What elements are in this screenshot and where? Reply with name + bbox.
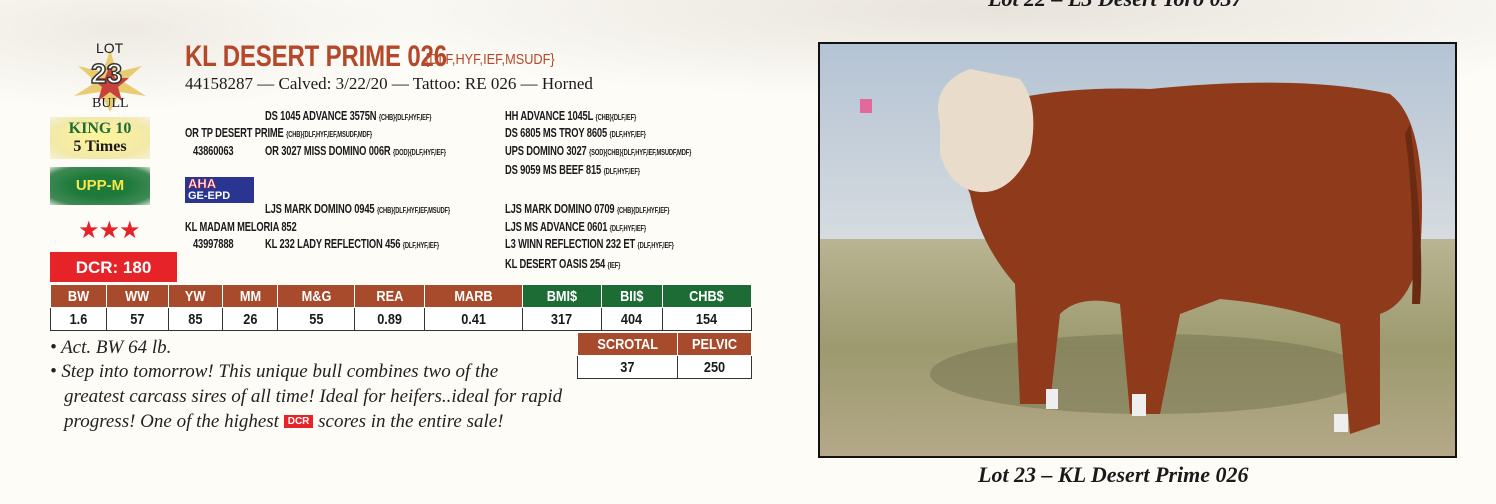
pedigree-dam-dam: KL 232 LADY REFLECTION 456 {DLF,HYF,IEF} xyxy=(265,236,439,251)
epd-header: BII$ xyxy=(600,284,663,308)
epd-value: 0.89 xyxy=(354,307,425,331)
pedigree-sire-sire: DS 1045 ADVANCE 3575N {CHB}{DLF,HYF,IEF} xyxy=(265,108,432,123)
previous-lot-caption: Lot 22 – L3 Desert Toro 037 xyxy=(988,0,1243,12)
note-line-3: progress! One of the highest DCR scores … xyxy=(64,411,504,432)
epd-table: BW WW YW MM M&G REA MARB BMI$ BII$ CHB$ … xyxy=(50,284,753,331)
animal-info: 44158287 — Calved: 3/22/20 — Tattoo: RE … xyxy=(185,74,593,93)
epd-value-row: 1.6 57 85 26 55 0.89 0.41 317 404 154 xyxy=(50,307,753,331)
epd-value: 57 xyxy=(105,307,170,331)
dcr-badge: DCR: 180 xyxy=(50,252,177,282)
epd-header: YW xyxy=(168,284,223,308)
king-badge: KING 10 5 Times xyxy=(50,117,150,159)
animal-codes: {DLF,HYF,IEF,MSUDF} xyxy=(425,51,555,68)
pedigree-ss-dam: DS 6805 MS TROY 8605 {DLF,HYF,IEF} xyxy=(505,125,646,140)
epd-header: BMI$ xyxy=(522,284,602,308)
pedigree-dam-sire: LJS MARK DOMINO 0945 {CHB}{DLF,HYF,IEF,M… xyxy=(265,201,450,216)
pedigree-dd-dam: KL DESERT OASIS 254 {IEF} xyxy=(505,256,621,271)
pedigree-dam: KL MADAM MELORIA 852 xyxy=(185,219,297,234)
animal-name: KL DESERT PRIME 026 xyxy=(185,40,447,73)
note-line-2: greatest carcass sires of all time! Idea… xyxy=(64,386,563,407)
aha-ge-epd-logo: AHA GE-EPD xyxy=(185,177,254,203)
epd-header: MM xyxy=(221,284,279,308)
pedigree-sire-reg: 43860063 xyxy=(193,143,234,158)
pedigree-sire: OR TP DESERT PRIME {CHB}{DLF,HYF,IEF,MSU… xyxy=(185,125,373,140)
measure-header: SCROTAL xyxy=(577,332,678,356)
measure-value: 37 xyxy=(577,355,678,379)
lot-badge: LOT 23 BULL xyxy=(62,40,158,112)
epd-value: 0.41 xyxy=(423,307,524,331)
epd-header: REA xyxy=(354,284,425,308)
epd-header: MARB xyxy=(423,284,524,308)
epd-header: CHB$ xyxy=(661,284,753,308)
epd-value: 1.6 xyxy=(50,307,107,331)
lot-number: 23 xyxy=(90,57,123,90)
measures-table: SCROTAL PELVIC 37 250 xyxy=(577,332,753,379)
star-burst-icon xyxy=(74,50,146,112)
epd-value: 55 xyxy=(277,307,356,331)
pedigree-sd-dam: DS 9059 MS BEEF 815 {DLF,HYF,IEF} xyxy=(505,162,640,177)
pedigree-ds-dam: LJS MS ADVANCE 0601 {DLF,HYF,IEF} xyxy=(505,219,647,234)
lot-sex: BULL xyxy=(92,96,129,111)
note-bullet-1: • Act. BW 64 lb. xyxy=(50,337,172,358)
photo-caption: Lot 23 – KL Desert Prime 026 xyxy=(978,462,1249,487)
pedigree-dam-reg: 43997888 xyxy=(193,236,234,251)
epd-header: M&G xyxy=(277,284,356,308)
epd-value: 26 xyxy=(221,307,279,331)
upp-badge: UPP-M xyxy=(50,167,150,205)
epd-value: 404 xyxy=(600,307,663,331)
note-bullet-2: • Step into tomorrow! This unique bull c… xyxy=(50,361,499,382)
lot-label: LOT xyxy=(96,40,124,56)
pedigree-ss-sire: HH ADVANCE 1045L {CHB}{DLF,IEF} xyxy=(505,108,637,123)
king-sub: 5 Times xyxy=(73,138,127,155)
pedigree-dd-sire: L3 WINN REFLECTION 232 ET {DLF,HYF,IEF} xyxy=(505,236,674,251)
measure-value: 250 xyxy=(676,355,753,379)
epd-header-row: BW WW YW MM M&G REA MARB BMI$ BII$ CHB$ xyxy=(50,284,753,308)
pedigree-sd-sire: UPS DOMINO 3027 {SOD}{CHB}{DLF,HYF,IEF,M… xyxy=(505,143,692,158)
measure-header: PELVIC xyxy=(676,332,753,356)
epd-header: BW xyxy=(50,284,107,308)
epd-value: 317 xyxy=(522,307,602,331)
star-rating: ★★★ xyxy=(78,217,141,244)
epd-value: 154 xyxy=(661,307,753,331)
pedigree-sire-dam: OR 3027 MISS DOMINO 006R {DOD}{DLF,HYF,I… xyxy=(265,143,446,158)
dcr-inline-tag: DCR xyxy=(283,415,314,428)
bull-photo-image xyxy=(820,44,1455,456)
king-title: KING 10 xyxy=(68,120,132,137)
epd-value: 85 xyxy=(168,307,223,331)
animal-title: KL DESERT PRIME 026 xyxy=(185,40,512,74)
pedigree-ds-sire: LJS MARK DOMINO 0709 {CHB}{DLF,HYF,IEF} xyxy=(505,201,670,216)
epd-header: WW xyxy=(105,284,170,308)
bull-photo xyxy=(818,42,1457,458)
